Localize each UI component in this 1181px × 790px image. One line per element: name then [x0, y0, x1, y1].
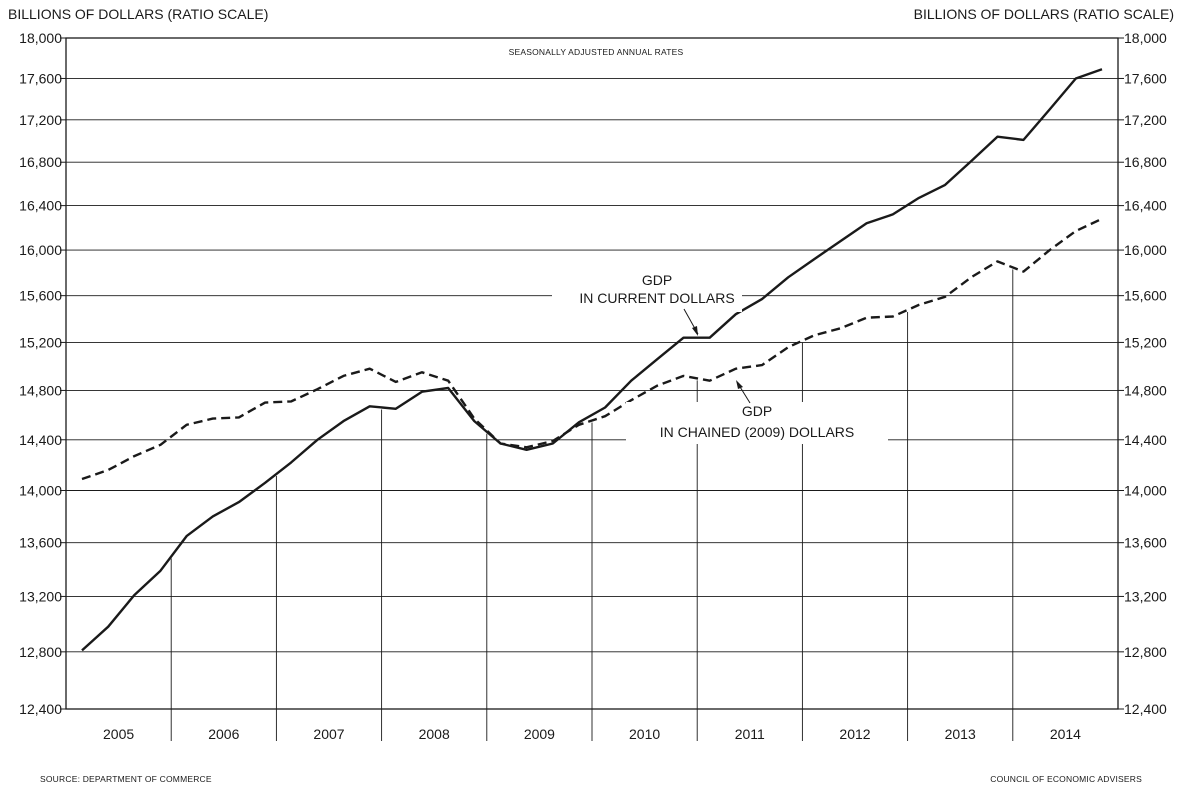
- current-label-line2: IN CURRENT DOLLARS: [579, 290, 734, 306]
- left-tick-labels: 12,400 12,800 13,200 13,600 14,000 14,400 14,8…: [19, 30, 62, 717]
- chained-dollars-label: GDP IN CHAINED (2009) DOLLARS: [626, 380, 888, 444]
- y-tick-label-left: 16,400: [19, 198, 62, 214]
- year-label: 2011: [735, 726, 765, 742]
- right-tick-labels: 12,400 12,800 13,200 13,600 14,000 14,400 14,8…: [1124, 30, 1167, 717]
- y-tick-label-right: 13,200: [1124, 588, 1167, 604]
- current-label-arrowhead: [692, 326, 698, 336]
- y-tick-label-right: 14,400: [1124, 432, 1167, 448]
- left-axis-label: BILLIONS OF DOLLARS (RATIO SCALE): [8, 6, 268, 22]
- y-tick-label-right: 16,800: [1124, 154, 1167, 170]
- y-tick-label-left: 12,400: [19, 701, 62, 717]
- year-label: 2012: [839, 726, 870, 742]
- y-tick-label-right: 15,200: [1124, 334, 1167, 350]
- year-label: 2007: [313, 726, 344, 742]
- year-label: 2009: [524, 726, 555, 742]
- y-tick-label-left: 17,200: [19, 112, 62, 128]
- chained-label-line2: IN CHAINED (2009) DOLLARS: [660, 424, 855, 440]
- chained-label-line1: GDP: [742, 403, 772, 419]
- year-label: 2013: [945, 726, 976, 742]
- y-tick-label-right: 18,000: [1124, 30, 1167, 46]
- y-tick-label-left: 13,600: [19, 535, 62, 551]
- year-label: 2014: [1050, 726, 1081, 742]
- credit-note: COUNCIL OF ECONOMIC ADVISERS: [990, 774, 1142, 784]
- y-tick-label-right: 14,800: [1124, 382, 1167, 398]
- y-tick-label-right: 12,800: [1124, 644, 1167, 660]
- y-tick-label-right: 16,000: [1124, 242, 1167, 258]
- y-tick-label-left: 14,400: [19, 432, 62, 448]
- chained-label-arrowhead: [736, 380, 743, 389]
- chart-subtitle: SEASONALLY ADJUSTED ANNUAL RATES: [509, 47, 684, 57]
- y-tick-label-left: 12,800: [19, 644, 62, 660]
- y-tick-label-left: 14,800: [19, 382, 62, 398]
- year-labels: 2005 2006 2007 2008 2009 2010 2011 2012 2013 2014: [103, 726, 1081, 742]
- y-tick-label-left: 15,600: [19, 288, 62, 304]
- series-lines: [81, 68, 1103, 652]
- y-tick-label-left: 15,200: [19, 334, 62, 350]
- y-tick-label-left: 13,200: [19, 588, 62, 604]
- current-label-line1: GDP: [642, 272, 672, 288]
- year-label: 2008: [419, 726, 450, 742]
- plot-frame: [65, 37, 1119, 710]
- y-tick-label-left: 14,000: [19, 482, 62, 498]
- year-label: 2010: [629, 726, 660, 742]
- y-tick-label-right: 15,600: [1124, 288, 1167, 304]
- y-tick-label-right: 17,600: [1124, 70, 1167, 86]
- year-label: 2006: [208, 726, 239, 742]
- y-tick-label-left: 18,000: [19, 30, 62, 46]
- source-note: SOURCE: DEPARTMENT OF COMMERCE: [40, 774, 212, 784]
- y-tick-label-left: 17,600: [19, 70, 62, 86]
- current-dollars-label: GDP IN CURRENT DOLLARS: [552, 270, 742, 336]
- year-dividers: [170, 269, 1014, 741]
- y-tick-label-right: 16,400: [1124, 198, 1167, 214]
- y-tick-label-left: 16,000: [19, 242, 62, 258]
- y-tick-label-right: 17,200: [1124, 112, 1167, 128]
- series-line-current-dollars: [81, 68, 1103, 652]
- y-tick-label-left: 16,800: [19, 154, 62, 170]
- y-tick-label-right: 14,000: [1124, 482, 1167, 498]
- series-line-chained-dollars: [81, 217, 1103, 481]
- y-tick-label-right: 13,600: [1124, 535, 1167, 551]
- right-axis-label: BILLIONS OF DOLLARS (RATIO SCALE): [914, 6, 1174, 22]
- year-label: 2005: [103, 726, 134, 742]
- y-tick-label-right: 12,400: [1124, 701, 1167, 717]
